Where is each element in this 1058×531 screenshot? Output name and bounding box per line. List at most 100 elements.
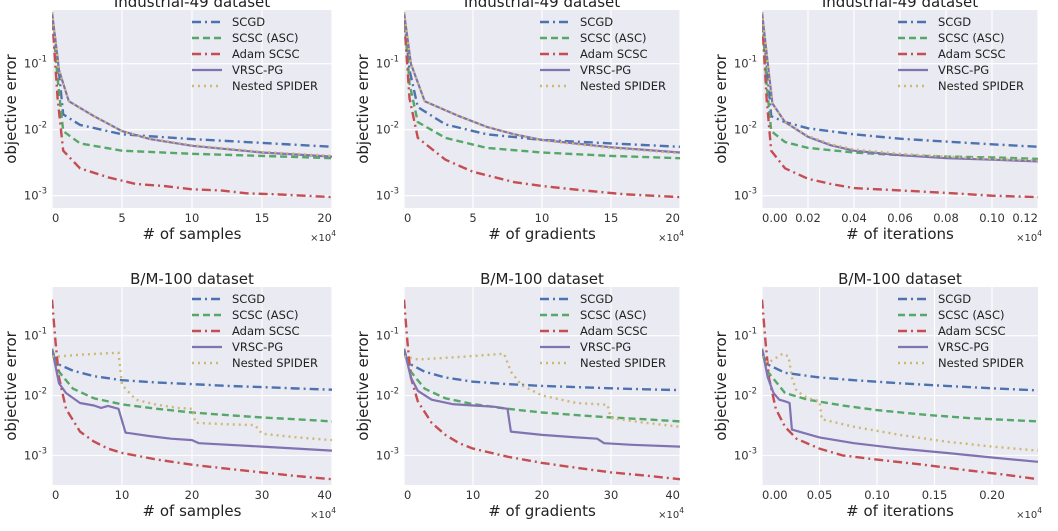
- x-axis-multiplier: ×104: [310, 229, 336, 244]
- y-tick-base: 10: [734, 389, 749, 403]
- x-multiplier-base: ×10: [1016, 510, 1037, 521]
- y-tick-exponent: -2: [39, 387, 47, 397]
- legend-label: SCGD: [580, 292, 613, 306]
- legend-label: VRSC-PG: [938, 63, 989, 77]
- y-tick-exponent: -3: [749, 446, 757, 456]
- x-tick-label: 20: [317, 211, 332, 225]
- x-tick-label: 0.05: [807, 488, 833, 502]
- legend-label: SCGD: [232, 292, 265, 306]
- y-tick-exponent: -3: [391, 446, 399, 456]
- y-tick-exponent: -1: [39, 327, 47, 337]
- x-axis-label: # of samples: [143, 225, 242, 243]
- series-line-scgd: [404, 14, 680, 148]
- y-axis-label: objective error: [712, 53, 730, 163]
- series-line-nested-spider: [404, 352, 680, 428]
- legend-label: SCSC (ASC): [580, 31, 646, 45]
- y-tick-base: 10: [734, 189, 749, 203]
- series-group: [762, 299, 1038, 481]
- y-tick-exponent: -2: [391, 121, 399, 131]
- legend-label: Nested SPIDER: [580, 79, 666, 93]
- x-tick-label: 0.08: [933, 211, 959, 225]
- y-axis-label: objective error: [354, 330, 372, 440]
- x-tick-label: 0.15: [922, 488, 948, 502]
- series-line-scsc-asc-: [52, 348, 332, 423]
- series-group: [404, 299, 680, 481]
- y-tick-base: 10: [734, 123, 749, 137]
- legend-label: SCSC (ASC): [232, 308, 298, 322]
- x-tick-label: 0: [52, 211, 59, 225]
- legend-label: SCSC (ASC): [938, 31, 1004, 45]
- y-tick-label: 10-1: [376, 55, 399, 71]
- series-line-scsc-asc-: [404, 12, 680, 160]
- legend-label: VRSC-PG: [938, 340, 989, 354]
- y-tick-label: 10-2: [734, 121, 757, 137]
- legend-label: Adam SCSC: [580, 47, 648, 61]
- y-tick-exponent: -2: [749, 387, 757, 397]
- y-tick-label: 10-3: [376, 446, 399, 462]
- y-tick-base: 10: [24, 57, 39, 71]
- y-tick-base: 10: [24, 329, 39, 343]
- legend-label: Nested SPIDER: [938, 356, 1024, 370]
- y-tick-base: 10: [734, 329, 749, 343]
- y-tick-base: 10: [24, 448, 39, 462]
- y-tick-label: 10-1: [376, 327, 399, 343]
- series-line-scsc-asc-: [52, 12, 332, 160]
- legend-label: Adam SCSC: [580, 324, 648, 338]
- y-tick-exponent: -1: [749, 55, 757, 65]
- x-tick-label: 0: [404, 211, 411, 225]
- x-axis-label: # of iterations: [846, 225, 954, 243]
- subplot-6: 0.00 0.05 0.10 0.15 0.2010-310-210-1SCGDSCSC…: [712, 270, 1042, 521]
- x-multiplier-base: ×10: [658, 510, 679, 521]
- series-line-vrsc-pg: [762, 348, 1038, 463]
- y-tick-base: 10: [376, 189, 391, 203]
- series-line-nested-spider: [762, 12, 1038, 162]
- series-line-scgd: [52, 14, 332, 148]
- series-line-nested-spider: [762, 352, 1038, 452]
- x-axis-multiplier: ×104: [1016, 229, 1042, 244]
- x-tick-label: 0: [404, 488, 411, 502]
- series-line-scgd: [52, 353, 332, 391]
- x-tick-label: 0.10: [979, 211, 1005, 225]
- x-multiplier-base: ×10: [310, 510, 331, 521]
- y-tick-base: 10: [24, 123, 39, 137]
- x-tick-label: 5: [118, 211, 125, 225]
- series-line-adam-scsc: [52, 299, 332, 481]
- y-tick-label: 10-1: [24, 327, 47, 343]
- series-group: [762, 12, 1038, 199]
- x-tick-label: 0.06: [887, 211, 913, 225]
- y-tick-exponent: -3: [39, 187, 47, 197]
- x-multiplier-exponent: 4: [331, 506, 336, 515]
- y-tick-exponent: -1: [749, 327, 757, 337]
- legend-label: VRSC-PG: [580, 340, 631, 354]
- legend-label: Adam SCSC: [232, 47, 300, 61]
- subplot-3: 0.00 0.02 0.04 0.06 0.08 0.10 0.1210-310-210-1…: [712, 0, 1042, 244]
- series-line-vrsc-pg: [52, 348, 332, 452]
- x-tick-label: 10: [115, 488, 130, 502]
- x-multiplier-exponent: 4: [679, 506, 684, 515]
- y-tick-label: 10-3: [24, 446, 47, 462]
- y-tick-base: 10: [24, 389, 39, 403]
- x-multiplier-base: ×10: [1016, 233, 1037, 244]
- legend-label: VRSC-PG: [580, 63, 631, 77]
- x-axis-multiplier: ×104: [310, 506, 336, 521]
- x-tick-label: 5: [469, 211, 476, 225]
- x-axis-multiplier: ×104: [658, 506, 684, 521]
- series-line-adam-scsc: [52, 14, 332, 199]
- series-group: [404, 12, 680, 199]
- y-tick-exponent: -3: [391, 187, 399, 197]
- x-tick-label: 40: [317, 488, 332, 502]
- x-tick-label: 0.10: [864, 488, 890, 502]
- legend-label: SCGD: [580, 15, 613, 29]
- y-tick-base: 10: [376, 389, 391, 403]
- series-line-scgd: [762, 353, 1038, 392]
- x-tick-label: 30: [604, 488, 619, 502]
- x-axis-label: # of samples: [143, 502, 242, 520]
- subplot-title: B/M-100 dataset: [838, 270, 962, 288]
- y-tick-base: 10: [376, 57, 391, 71]
- y-axis-label: objective error: [2, 53, 20, 163]
- y-tick-base: 10: [734, 57, 749, 71]
- legend-label: Nested SPIDER: [232, 79, 318, 93]
- y-tick-label: 10-1: [24, 55, 47, 71]
- y-tick-exponent: -1: [391, 327, 399, 337]
